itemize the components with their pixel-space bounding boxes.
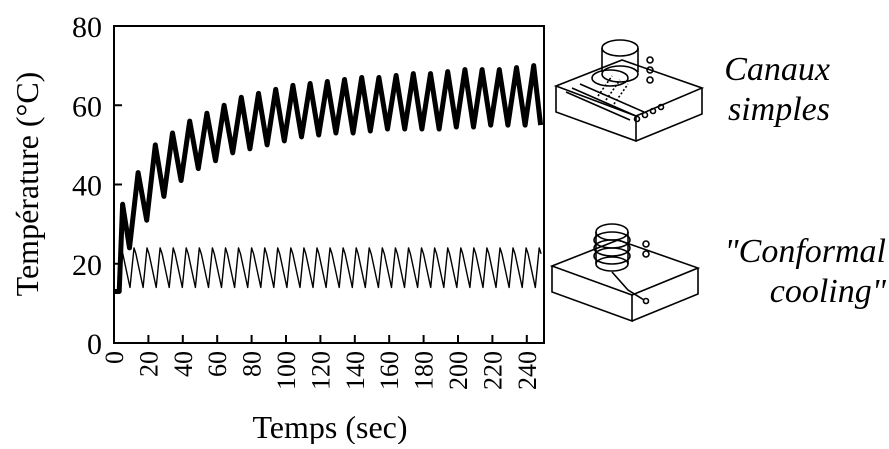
annotation-conformal-cooling-line1: "Conformal — [724, 233, 886, 270]
annotation-conformal-cooling-line2: cooling" — [769, 273, 886, 310]
y-tick-label: 20 — [72, 249, 102, 282]
x-axis-label: Temps (sec) — [252, 409, 407, 444]
mold-with-straight-channels-icon — [553, 39, 705, 143]
annotation-conformal-cooling: "Conformal cooling" — [680, 232, 886, 312]
mold-with-conformal-coil-icon — [549, 223, 701, 323]
x-tick-label: 180 — [410, 351, 439, 390]
x-tick-label: 0 — [100, 351, 129, 364]
series-line-canaux-simples — [114, 63, 544, 294]
annotation-canaux-simples-line1: Canaux — [724, 51, 830, 88]
series-line-conformal-cooling — [114, 247, 542, 293]
x-tick-label: 200 — [444, 351, 473, 390]
annotation-canaux-simples: Canaux simples — [690, 50, 830, 130]
x-tick-label: 120 — [306, 351, 335, 390]
y-tick-label: 40 — [72, 170, 102, 203]
x-tick-label: 100 — [272, 351, 301, 390]
x-tick-label: 60 — [203, 351, 232, 377]
x-tick-label: 140 — [341, 351, 370, 390]
y-tick-label: 80 — [72, 11, 102, 44]
x-tick-label: 40 — [169, 351, 198, 377]
x-tick-label: 240 — [513, 351, 542, 390]
x-tick-label: 160 — [375, 351, 404, 390]
y-tick-label: 60 — [72, 90, 102, 123]
x-tick-label: 80 — [238, 351, 267, 377]
y-axis-label: Température (°C) — [9, 72, 45, 297]
y-tick-label: 0 — [87, 328, 102, 361]
x-axis-ticks: 0 20 40 60 80 100 120 140 160 180 200 220 240 — [100, 335, 542, 390]
x-tick-label: 220 — [478, 351, 507, 390]
x-tick-label: 20 — [134, 351, 163, 377]
y-axis-ticks: 0 20 40 60 80 — [72, 11, 122, 361]
annotation-canaux-simples-line2: simples — [728, 91, 830, 128]
series-layer — [114, 63, 544, 294]
